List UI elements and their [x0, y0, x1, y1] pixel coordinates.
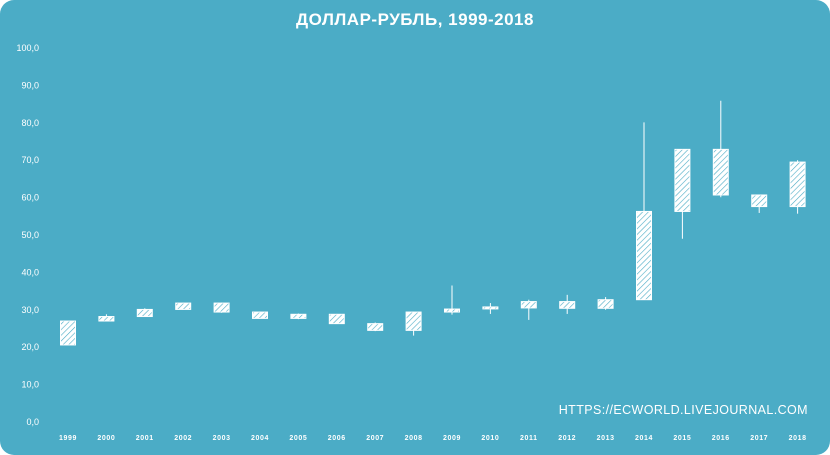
- y-tick-label: 80,0: [21, 118, 39, 128]
- chart-title: ДОЛЛАР-РУБЛЬ, 1999-2018: [296, 10, 534, 29]
- x-tick-label: 2014: [635, 435, 653, 442]
- x-tick-label: 2007: [366, 435, 384, 442]
- candle-body: [674, 148, 691, 212]
- candle-body: [559, 301, 576, 309]
- y-axis: 0,0 10,0 20,0 30,0 40,0 50,0 60,0 70,0 80,0 90,0 1…: [16, 43, 39, 427]
- source-watermark: HTTPS://ECWORLD.LIVEJOURNAL.COM: [558, 403, 808, 417]
- candle-2008: [405, 311, 422, 336]
- y-tick-label: 50,0: [21, 230, 39, 240]
- candle-body: [751, 194, 768, 208]
- x-tick-label: 2005: [289, 435, 307, 442]
- x-tick-label: 2017: [750, 435, 768, 442]
- y-tick-label: 60,0: [21, 193, 39, 203]
- x-tick-label: 2009: [443, 435, 461, 442]
- x-tick-label: 2008: [405, 435, 423, 442]
- candle-2005: [290, 313, 307, 320]
- candle-2014: [636, 122, 652, 301]
- y-tick-label: 70,0: [21, 155, 39, 165]
- candle-2006: [328, 313, 345, 325]
- x-tick-label: 2010: [481, 435, 499, 442]
- x-tick-label: 2002: [174, 435, 192, 442]
- candle-body: [636, 210, 652, 301]
- candle-2016: [712, 100, 729, 198]
- candle-body: [712, 148, 729, 196]
- candle-2010: [482, 303, 499, 314]
- candle-body: [789, 161, 806, 208]
- y-tick-label: 10,0: [21, 380, 39, 390]
- x-tick-label: 2016: [712, 435, 730, 442]
- candle-body: [252, 311, 268, 319]
- y-tick-label: 90,0: [21, 80, 39, 90]
- candle-2017: [751, 194, 768, 213]
- x-tick-label: 1999: [59, 435, 77, 442]
- candle-2011: [520, 299, 537, 320]
- candle-2007: [367, 322, 384, 332]
- candle-2000: [98, 314, 115, 322]
- y-tick-label: 20,0: [21, 342, 39, 352]
- x-tick-label: 2018: [789, 435, 807, 442]
- candle-2002: [175, 302, 192, 310]
- x-tick-label: 2012: [558, 435, 576, 442]
- candle-body: [482, 306, 499, 310]
- y-tick-label: 40,0: [21, 267, 39, 277]
- candle-1999: [60, 320, 76, 346]
- candle-body: [213, 302, 230, 313]
- candle-2009: [444, 285, 460, 315]
- candle-body: [597, 299, 614, 309]
- x-tick-label: 2003: [213, 435, 231, 442]
- x-tick-label: 2001: [136, 435, 154, 442]
- candle-2018: [789, 160, 806, 214]
- candle-body: [405, 311, 422, 331]
- x-tick-label: 2000: [97, 435, 115, 442]
- candle-body: [60, 320, 76, 346]
- candle-2004: [252, 311, 268, 319]
- candle-body: [328, 313, 345, 325]
- candle-2001: [136, 308, 153, 318]
- x-tick-label: 2006: [328, 435, 346, 442]
- candle-body: [520, 301, 537, 309]
- x-axis: 1999 2000 2001 2002 2003 2004 2005 2006 2007 2008…: [59, 435, 807, 442]
- candle-body: [175, 302, 192, 310]
- y-tick-label: 0,0: [26, 417, 39, 427]
- candle-2003: [213, 302, 230, 313]
- candle-body: [444, 308, 460, 313]
- candles: [60, 100, 806, 346]
- candle-body: [98, 316, 115, 322]
- candle-2012: [559, 294, 576, 314]
- x-tick-label: 2015: [673, 435, 691, 442]
- x-tick-label: 2013: [597, 435, 615, 442]
- candle-2013: [597, 297, 614, 310]
- x-tick-label: 2011: [520, 435, 538, 442]
- candle-2015: [674, 148, 691, 239]
- candle-body: [367, 323, 384, 331]
- y-tick-label: 100,0: [16, 43, 39, 53]
- candle-body: [290, 313, 307, 319]
- candle-body: [136, 308, 153, 318]
- x-tick-label: 2004: [251, 435, 269, 442]
- y-tick-label: 30,0: [21, 305, 39, 315]
